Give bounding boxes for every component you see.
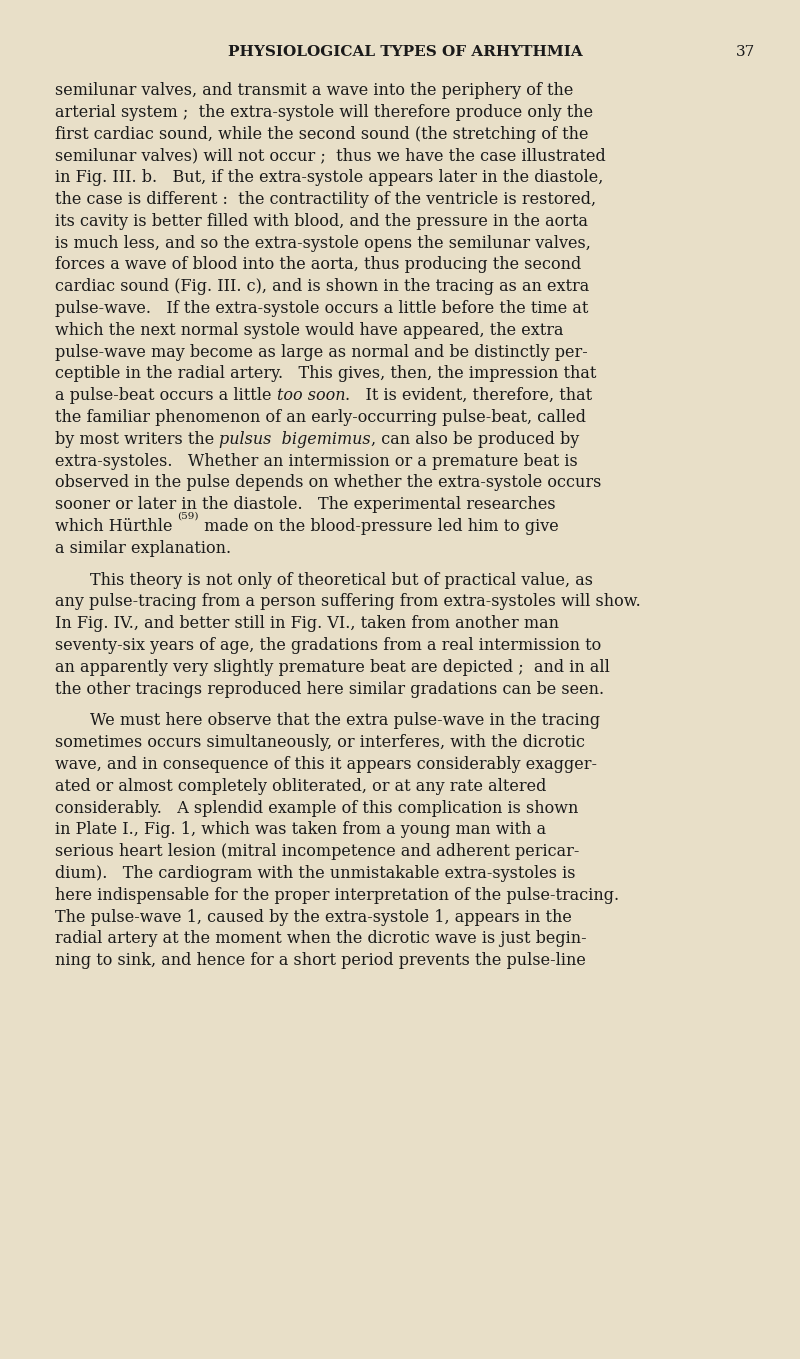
Text: arterial system ;  the extra-systole will therefore produce only the: arterial system ; the extra-systole will… — [55, 103, 593, 121]
Text: an apparently very slightly premature beat are depicted ;  and in all: an apparently very slightly premature be… — [55, 659, 610, 675]
Text: the familiar phenomenon of an early-occurring pulse-beat, called: the familiar phenomenon of an early-occu… — [55, 409, 586, 425]
Text: .   It is evident, therefore, that: . It is evident, therefore, that — [345, 387, 592, 404]
Text: PHYSIOLOGICAL TYPES OF ARHYTHMIA: PHYSIOLOGICAL TYPES OF ARHYTHMIA — [228, 45, 582, 58]
Text: observed in the pulse depends on whether the extra-systole occurs: observed in the pulse depends on whether… — [55, 474, 602, 492]
Text: In Fig. IV., and better still in Fig. VI., taken from another man: In Fig. IV., and better still in Fig. VI… — [55, 616, 559, 632]
Text: wave, and in consequence of this it appears considerably exagger-: wave, and in consequence of this it appe… — [55, 756, 597, 773]
Text: any pulse-tracing from a person suffering from extra-systoles will show.: any pulse-tracing from a person sufferin… — [55, 594, 641, 610]
Text: in Plate I., Fig. 1, which was taken from a young man with a: in Plate I., Fig. 1, which was taken fro… — [55, 821, 546, 839]
Text: serious heart lesion (mitral incompetence and adherent pericar-: serious heart lesion (mitral incompetenc… — [55, 843, 579, 860]
Text: extra-systoles.   Whether an intermission or a premature beat is: extra-systoles. Whether an intermission … — [55, 453, 578, 470]
Text: radial artery at the moment when the dicrotic wave is just begin-: radial artery at the moment when the dic… — [55, 931, 586, 947]
Text: is much less, and so the extra-systole opens the semilunar valves,: is much less, and so the extra-systole o… — [55, 235, 591, 251]
Text: ated or almost completely obliterated, or at any rate altered: ated or almost completely obliterated, o… — [55, 777, 546, 795]
Text: semilunar valves, and transmit a wave into the periphery of the: semilunar valves, and transmit a wave in… — [55, 82, 574, 99]
Text: ceptible in the radial artery.   This gives, then, the impression that: ceptible in the radial artery. This give… — [55, 366, 596, 382]
Text: a similar explanation.: a similar explanation. — [55, 540, 231, 557]
Text: 37: 37 — [736, 45, 755, 58]
Text: the case is different :  the contractility of the ventricle is restored,: the case is different : the contractilit… — [55, 192, 596, 208]
Text: sometimes occurs simultaneously, or interferes, with the dicrotic: sometimes occurs simultaneously, or inte… — [55, 734, 585, 752]
Text: a pulse-beat occurs a little: a pulse-beat occurs a little — [55, 387, 277, 404]
Text: We must here observe that the extra pulse-wave in the tracing: We must here observe that the extra puls… — [90, 712, 600, 730]
Text: semilunar valves) will not occur ;  thus we have the case illustrated: semilunar valves) will not occur ; thus … — [55, 147, 606, 164]
Text: considerably.   A splendid example of this complication is shown: considerably. A splendid example of this… — [55, 799, 578, 817]
Text: in Fig. III. b.   But, if the extra-systole appears later in the diastole,: in Fig. III. b. But, if the extra-systol… — [55, 170, 603, 186]
Text: too soon: too soon — [277, 387, 345, 404]
Text: seventy-six years of age, the gradations from a real intermission to: seventy-six years of age, the gradations… — [55, 637, 602, 654]
Text: cardiac sound (Fig. III. c), and is shown in the tracing as an extra: cardiac sound (Fig. III. c), and is show… — [55, 279, 590, 295]
Text: sooner or later in the diastole.   The experimental researches: sooner or later in the diastole. The exp… — [55, 496, 556, 514]
Text: pulsus  bigemimus: pulsus bigemimus — [219, 431, 371, 448]
Text: pulse-wave may become as large as normal and be distinctly per-: pulse-wave may become as large as normal… — [55, 344, 588, 360]
Text: which the next normal systole would have appeared, the extra: which the next normal systole would have… — [55, 322, 563, 338]
Text: (59): (59) — [178, 512, 199, 520]
Text: which Hürthle: which Hürthle — [55, 518, 178, 535]
Text: ning to sink, and hence for a short period prevents the pulse-line: ning to sink, and hence for a short peri… — [55, 953, 586, 969]
Text: here indispensable for the proper interpretation of the pulse-tracing.: here indispensable for the proper interp… — [55, 887, 619, 904]
Text: its cavity is better filled with blood, and the pressure in the aorta: its cavity is better filled with blood, … — [55, 213, 588, 230]
Text: made on the blood-pressure led him to give: made on the blood-pressure led him to gi… — [199, 518, 559, 535]
Text: The pulse-wave 1, caused by the extra-systole 1, appears in the: The pulse-wave 1, caused by the extra-sy… — [55, 909, 572, 925]
Text: forces a wave of blood into the aorta, thus producing the second: forces a wave of blood into the aorta, t… — [55, 257, 582, 273]
Text: dium).   The cardiogram with the unmistakable extra-systoles is: dium). The cardiogram with the unmistaka… — [55, 864, 575, 882]
Text: , can also be produced by: , can also be produced by — [371, 431, 579, 448]
Text: This theory is not only of theoretical but of practical value, as: This theory is not only of theoretical b… — [90, 572, 593, 588]
Text: by most writers the: by most writers the — [55, 431, 219, 448]
Text: pulse-wave.   If the extra-systole occurs a little before the time at: pulse-wave. If the extra-systole occurs … — [55, 300, 588, 317]
Text: first cardiac sound, while the second sound (the stretching of the: first cardiac sound, while the second so… — [55, 125, 589, 143]
Text: the other tracings reproduced here similar gradations can be seen.: the other tracings reproduced here simil… — [55, 681, 604, 697]
